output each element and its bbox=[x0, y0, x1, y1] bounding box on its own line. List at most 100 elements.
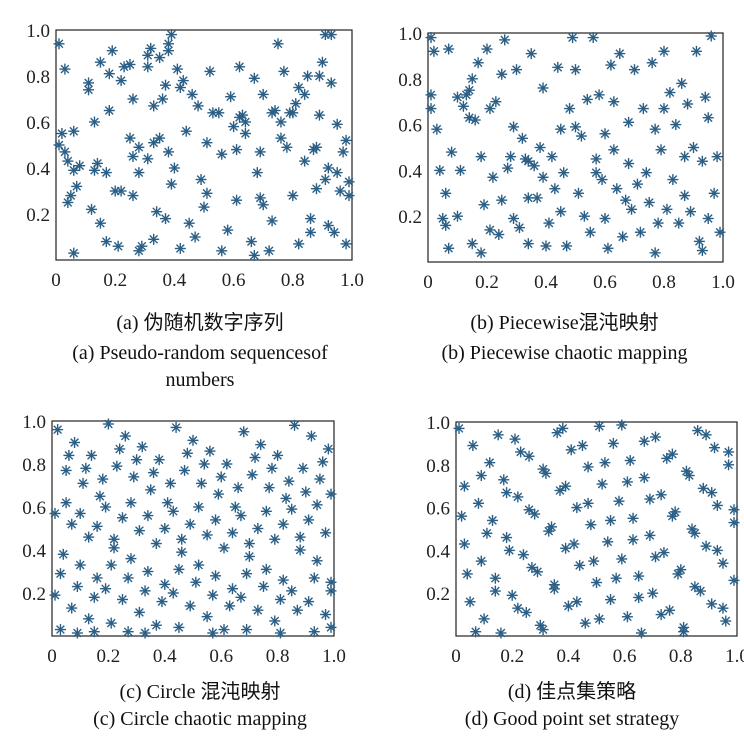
scatter-point bbox=[328, 226, 340, 238]
scatter-point bbox=[624, 455, 636, 467]
scatter-point bbox=[156, 596, 168, 608]
scatter-point bbox=[145, 484, 157, 496]
scatter-point bbox=[293, 238, 305, 250]
scatter-point bbox=[531, 566, 543, 578]
scatter-point bbox=[728, 517, 740, 529]
scatter-point bbox=[294, 544, 306, 556]
scatter-point bbox=[269, 615, 281, 627]
scatter-point bbox=[69, 437, 81, 448]
scatter-point bbox=[281, 141, 293, 153]
scatter-point bbox=[243, 550, 255, 562]
scatter-point bbox=[446, 146, 458, 158]
panel-c: 0 0.2 0.4 0.6 0.8 1.0 0.2 0.4 0.6 0.8 1.0 bbox=[22, 412, 346, 667]
scatter-point bbox=[585, 519, 597, 531]
scatter-point bbox=[690, 45, 702, 57]
scatter-point bbox=[627, 534, 639, 546]
scatter-point bbox=[587, 32, 599, 44]
x-tick-label: 0.6 bbox=[209, 646, 233, 667]
scatter-point bbox=[425, 103, 437, 115]
scatter-point bbox=[621, 611, 633, 623]
scatter-point bbox=[689, 527, 701, 539]
scatter-point bbox=[310, 141, 322, 153]
scatter-point bbox=[582, 461, 594, 473]
scatter-point bbox=[54, 568, 66, 580]
scatter-point bbox=[210, 514, 222, 526]
scatter-point bbox=[571, 502, 583, 514]
scatter-point bbox=[148, 100, 160, 112]
scatter-point bbox=[700, 429, 712, 441]
x-tick-label: 0.8 bbox=[669, 646, 693, 667]
scatter-point bbox=[115, 185, 127, 197]
scatter-point bbox=[238, 426, 250, 438]
scatter-point bbox=[100, 236, 112, 248]
scatter-point bbox=[176, 533, 188, 545]
scatter-point bbox=[226, 527, 238, 539]
scatter-point bbox=[275, 116, 287, 128]
scatter-point bbox=[195, 174, 207, 185]
y-tick-label: 0.4 bbox=[22, 541, 46, 562]
scatter-point bbox=[512, 491, 524, 503]
scatter-point bbox=[151, 206, 163, 218]
scatter-point bbox=[100, 583, 112, 595]
scatter-point bbox=[466, 238, 478, 250]
scatter-point bbox=[717, 602, 729, 614]
scatter-point bbox=[652, 217, 664, 229]
scatter-point bbox=[513, 222, 525, 234]
scatter-point bbox=[343, 176, 355, 188]
scatter-point bbox=[181, 447, 193, 459]
scatter-point bbox=[495, 627, 507, 639]
scatter-point bbox=[638, 472, 650, 484]
scatter-point bbox=[133, 167, 145, 179]
scatter-point bbox=[626, 203, 638, 215]
scatter-point bbox=[215, 471, 227, 483]
scatter-point bbox=[88, 116, 100, 128]
scatter-point bbox=[634, 226, 646, 238]
scatter-point bbox=[80, 462, 92, 474]
scatter-point bbox=[257, 88, 269, 100]
scatter-point bbox=[505, 151, 517, 163]
scatter-point bbox=[578, 210, 590, 222]
scatter-point bbox=[74, 160, 86, 172]
scatter-point bbox=[655, 489, 667, 501]
scatter-point bbox=[565, 444, 577, 456]
x-tick-label: 0.8 bbox=[281, 270, 305, 291]
scatter-point bbox=[469, 114, 481, 126]
scatter-point bbox=[683, 470, 695, 481]
caption-en-c: (c) Circle chaotic mapping bbox=[93, 708, 307, 730]
scatter-point bbox=[689, 581, 701, 593]
scatter-point bbox=[269, 533, 281, 545]
scatter-point bbox=[260, 563, 272, 575]
scatter-point bbox=[627, 512, 639, 524]
scatter-point bbox=[313, 70, 325, 82]
y-tick-label: 1.0 bbox=[26, 21, 50, 42]
scatter-point bbox=[670, 119, 682, 131]
scatter-point bbox=[440, 219, 452, 231]
scatter-point bbox=[148, 137, 160, 149]
scatter-point bbox=[502, 162, 514, 174]
scatter-point bbox=[142, 566, 154, 577]
scatter-point bbox=[160, 79, 172, 91]
scatter-point bbox=[617, 231, 629, 243]
scatter-point bbox=[490, 96, 502, 108]
scatter-point bbox=[666, 510, 678, 522]
scatter-point bbox=[83, 77, 95, 89]
scatter-point bbox=[226, 583, 238, 595]
scatter-point bbox=[243, 538, 255, 550]
scatter-point bbox=[454, 164, 466, 176]
scatter-point bbox=[700, 540, 712, 552]
caption-cn-c: (c) Circle 混沌映射 bbox=[119, 681, 281, 703]
scatter-point bbox=[308, 572, 320, 584]
scatter-point bbox=[605, 59, 617, 71]
scatter-point bbox=[702, 212, 714, 224]
scatter-point bbox=[300, 486, 312, 498]
scatter-point bbox=[56, 128, 68, 139]
scatter-point bbox=[231, 194, 243, 206]
scatter-point bbox=[186, 88, 198, 100]
scatter-point bbox=[696, 245, 708, 257]
scatter-point bbox=[453, 422, 465, 434]
scatter-point bbox=[85, 449, 97, 461]
x-tick-label: 1.0 bbox=[725, 646, 744, 667]
scatter-point bbox=[272, 449, 284, 461]
scatter-point bbox=[443, 242, 455, 254]
scatter-point bbox=[60, 464, 72, 476]
